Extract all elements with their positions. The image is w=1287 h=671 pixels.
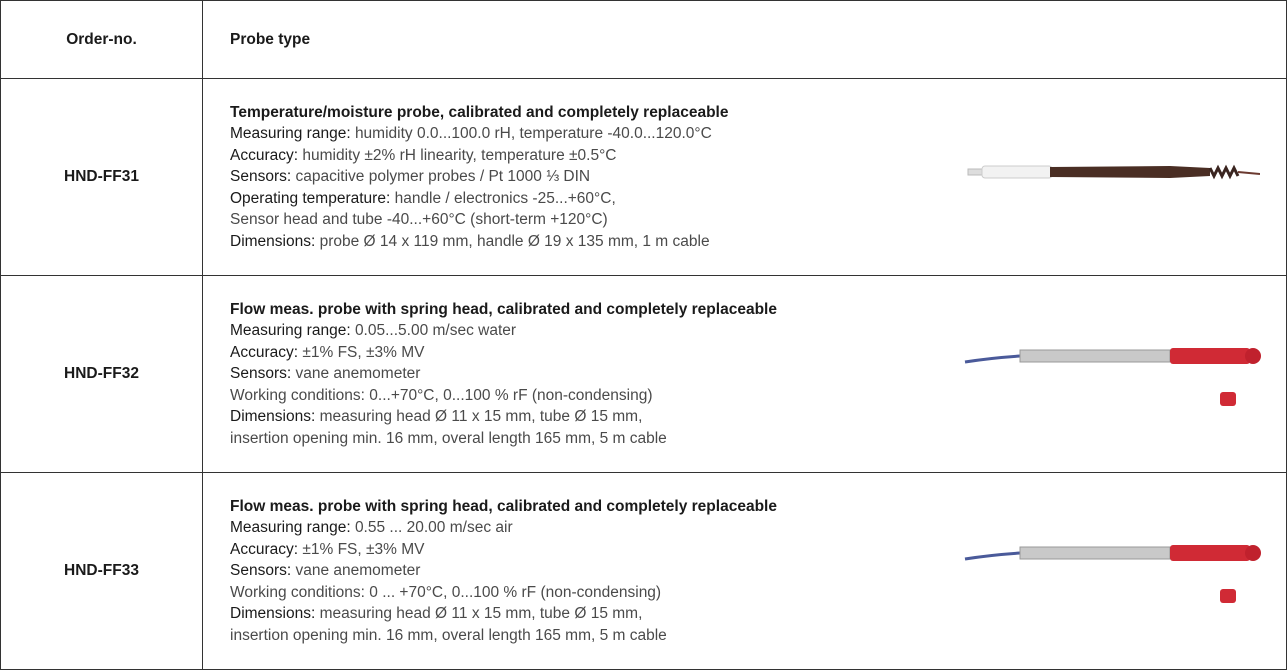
spec-label: Accuracy: (230, 147, 298, 164)
spec-label: Accuracy: (230, 541, 298, 558)
spec-line: Measuring range: humidity 0.0...100.0 rH… (230, 123, 1286, 145)
probe-title: Temperature/moisture probe, calibrated a… (230, 102, 1286, 124)
spec-label: Sensors: (230, 365, 291, 382)
spec-value: handle / electronics -25...+60°C, (395, 190, 616, 207)
spec-value: ±1% FS, ±3% MV (302, 541, 424, 558)
spec-value: humidity ±2% rH linearity, temperature ±… (302, 147, 616, 164)
spec-label: Measuring range: (230, 322, 351, 339)
probe-image (960, 340, 1270, 410)
spec-label: Dimensions: (230, 408, 315, 425)
spec-value: measuring head Ø 11 x 15 mm, tube Ø 15 m… (320, 605, 643, 622)
spec-value: Working conditions: 0...+70°C, 0...100 %… (230, 387, 652, 404)
page: Order-no. Probe type HND-FF31 Temperature… (0, 0, 1287, 671)
order-number: HND-FF33 (1, 473, 203, 670)
spec-line: insertion opening min. 16 mm, overal len… (230, 625, 1286, 647)
spec-value: 0.05...5.00 m/sec water (355, 322, 516, 339)
spec-label: Sensors: (230, 562, 291, 579)
probe-title: Flow meas. probe with spring head, calib… (230, 496, 1286, 518)
spec-line: Dimensions: probe Ø 14 x 119 mm, handle … (230, 231, 1286, 253)
spec-line: Operating temperature: handle / electron… (230, 188, 1286, 210)
spec-value: capacitive polymer probes / Pt 1000 ⅓ DI… (295, 168, 590, 185)
spec-label: Dimensions: (230, 233, 315, 250)
spec-value: measuring head Ø 11 x 15 mm, tube Ø 15 m… (320, 408, 643, 425)
spec-value: Working conditions: 0 ... +70°C, 0...100… (230, 584, 661, 601)
spec-line: Measuring range: 0.05...5.00 m/sec water (230, 320, 1286, 342)
spec-value: Sensor head and tube -40...+60°C (short-… (230, 211, 608, 228)
spec-line: Sensor head and tube -40...+60°C (short-… (230, 209, 1286, 231)
order-number: HND-FF32 (1, 276, 203, 473)
probe-image (960, 537, 1270, 607)
header-row: Order-no. Probe type (1, 1, 1287, 79)
spec-value: vane anemometer (295, 365, 420, 382)
spec-label: Measuring range: (230, 519, 351, 536)
spec-label: Dimensions: (230, 605, 315, 622)
order-number: HND-FF31 (1, 79, 203, 276)
probe-image (960, 158, 1260, 188)
spec-value: ±1% FS, ±3% MV (302, 344, 424, 361)
spec-label: Operating temperature: (230, 190, 390, 207)
spec-label: Measuring range: (230, 125, 351, 142)
spec-line: Measuring range: 0.55 ... 20.00 m/sec ai… (230, 517, 1286, 539)
spec-value: vane anemometer (295, 562, 420, 579)
spec-value: insertion opening min. 16 mm, overal len… (230, 430, 667, 447)
spec-value: humidity 0.0...100.0 rH, temperature -40… (355, 125, 712, 142)
spec-value: insertion opening min. 16 mm, overal len… (230, 627, 667, 644)
spec-line: insertion opening min. 16 mm, overal len… (230, 428, 1286, 450)
probe-title: Flow meas. probe with spring head, calib… (230, 299, 1286, 321)
spec-label: Sensors: (230, 168, 291, 185)
spec-value: 0.55 ... 20.00 m/sec air (355, 519, 513, 536)
spec-label: Accuracy: (230, 344, 298, 361)
header-cell: Order-no. (1, 1, 203, 79)
header-cell: Probe type (203, 1, 1287, 79)
spec-value: probe Ø 14 x 119 mm, handle Ø 19 x 135 m… (320, 233, 710, 250)
